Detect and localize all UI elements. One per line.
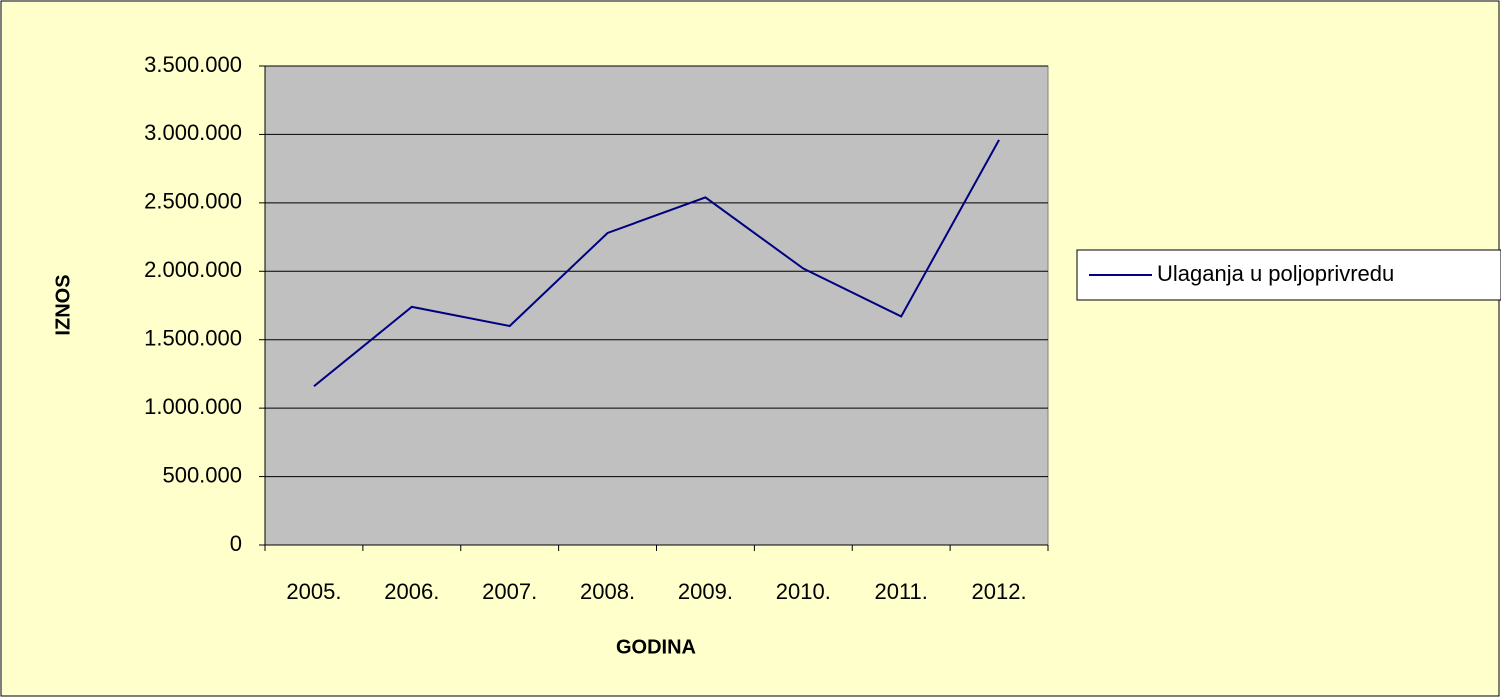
y-axis-title: IZNOS xyxy=(52,274,74,335)
x-tick-label: 2005. xyxy=(286,579,341,604)
legend-label: Ulaganja u poljoprivredu xyxy=(1157,261,1394,286)
y-tick-label: 3.500.000 xyxy=(144,52,242,77)
y-tick-label: 1.500.000 xyxy=(144,326,242,351)
x-tick-label: 2011. xyxy=(874,579,927,604)
x-tick-label: 2009. xyxy=(678,579,733,604)
y-tick-label: 0 xyxy=(230,531,242,556)
y-tick-label: 2.000.000 xyxy=(144,257,242,282)
plot-area xyxy=(264,65,1049,546)
x-tick-label: 2012. xyxy=(972,579,1027,604)
data-line xyxy=(313,139,1000,388)
x-tick-label: 2006. xyxy=(384,579,439,604)
y-tick-label: 3.000.000 xyxy=(144,120,242,145)
x-tick-label: 2010. xyxy=(776,579,831,604)
y-tick-label: 2.500.000 xyxy=(144,189,242,214)
x-tick-label: 2007. xyxy=(482,579,537,604)
x-axis-title: GODINA xyxy=(616,636,696,658)
y-tick-label: 500.000 xyxy=(162,462,242,487)
x-tick-label: 2008. xyxy=(580,579,635,604)
y-tick-label: 1.000.000 xyxy=(144,394,242,419)
